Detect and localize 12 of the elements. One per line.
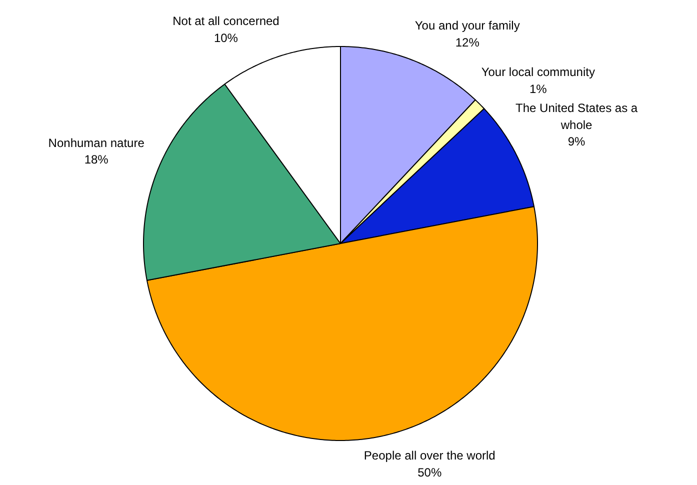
- slice-label: People all over the world: [364, 448, 496, 463]
- data-label: 10%: [214, 30, 238, 45]
- slice-label: You and your family: [414, 18, 520, 33]
- data-label: 9%: [568, 134, 586, 149]
- slice-label: The United States as a whole: [516, 101, 638, 132]
- data-label: 12%: [455, 35, 480, 50]
- slice-label: Nonhuman nature: [48, 136, 145, 150]
- slice-label: Your local community: [481, 65, 595, 80]
- data-label: 1%: [529, 82, 548, 96]
- data-label: 18%: [84, 152, 109, 167]
- slice-label: Not at all concerned: [172, 14, 280, 28]
- data-label: 50%: [418, 465, 442, 480]
